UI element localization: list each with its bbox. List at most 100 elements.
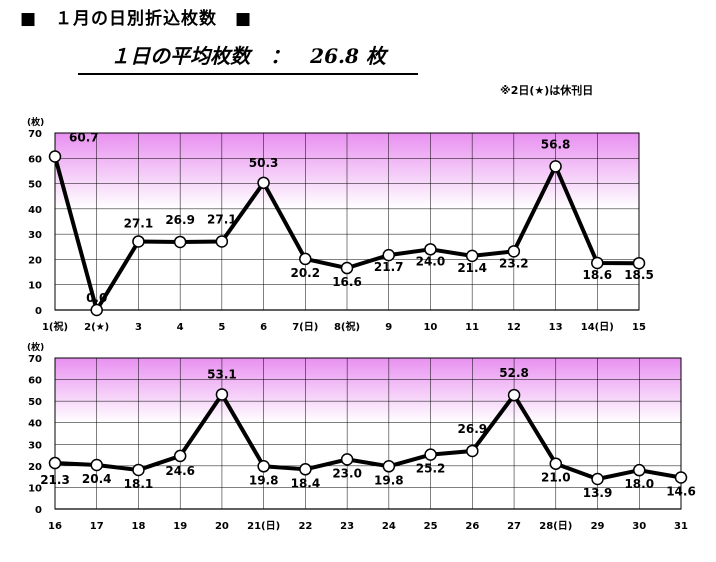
x-tick-label: 24 bbox=[382, 521, 396, 532]
data-point bbox=[632, 256, 646, 270]
x-tick-label: 4 bbox=[177, 322, 184, 333]
x-tick-label: 10 bbox=[423, 322, 437, 333]
chart-panel-1: 0 10 20 30 40 50 60 70(枚) 1(祝) 2(★) 3 4 5 6 7(日) 8(祝) 9 1… bbox=[27, 116, 654, 333]
x-tick-label: 12 bbox=[507, 322, 521, 333]
average-subtitle: １日の平均枚数 ： 26.8 枚 bbox=[78, 40, 418, 75]
data-label: 16.6 bbox=[332, 275, 362, 289]
y-tick-label: 70 bbox=[28, 354, 42, 365]
data-label: 21.0 bbox=[541, 471, 571, 485]
data-point bbox=[48, 456, 62, 470]
y-tick-label: 40 bbox=[28, 205, 42, 216]
data-label: 20.2 bbox=[290, 266, 320, 280]
data-point bbox=[507, 245, 521, 258]
x-tick-label: 13 bbox=[549, 322, 563, 333]
series-line bbox=[54, 392, 682, 482]
plot-frame bbox=[54, 132, 640, 311]
data-point bbox=[173, 235, 187, 249]
x-tick-label: 26 bbox=[465, 521, 479, 532]
y-axis-unit: (枚) bbox=[27, 116, 44, 128]
data-label: 21.7 bbox=[374, 260, 404, 274]
data-point bbox=[549, 457, 563, 470]
data-label: 50.3 bbox=[249, 156, 279, 170]
y-tick-label: 50 bbox=[28, 397, 42, 408]
y-tick-label: 20 bbox=[28, 462, 42, 473]
x-tick-label: 14(日) bbox=[581, 321, 614, 333]
x-tick-label: 19 bbox=[173, 521, 187, 532]
data-point bbox=[591, 256, 604, 270]
y-tick-label: 20 bbox=[28, 255, 42, 266]
y-tick-label: 10 bbox=[28, 281, 42, 292]
holiday-note: ※2日(★)は休刊日 bbox=[500, 84, 594, 97]
data-point bbox=[299, 463, 312, 476]
data-label: 21.3 bbox=[40, 473, 70, 487]
y-tick-label: 30 bbox=[28, 230, 42, 241]
data-label: 18.0 bbox=[624, 477, 654, 491]
y-tick-label: 40 bbox=[28, 419, 42, 430]
data-point bbox=[215, 388, 229, 401]
data-label: 19.8 bbox=[374, 473, 404, 487]
data-point bbox=[382, 248, 395, 262]
x-tick-label: 31 bbox=[674, 521, 688, 532]
data-point bbox=[633, 463, 646, 477]
x-tick-label: 2(★) bbox=[84, 322, 109, 333]
plot-band bbox=[55, 358, 681, 423]
x-tick-label: 17 bbox=[90, 521, 104, 532]
data-label: 24.6 bbox=[165, 464, 195, 478]
data-label: 26.9 bbox=[165, 213, 195, 227]
data-label: 14.6 bbox=[666, 485, 696, 499]
x-tick-label: 28(日) bbox=[539, 520, 572, 532]
y-tick-label: 70 bbox=[28, 129, 42, 140]
x-tick-label: 29 bbox=[591, 521, 605, 532]
data-label: 18.6 bbox=[582, 268, 612, 282]
data-point bbox=[465, 249, 479, 263]
data-point bbox=[48, 150, 62, 163]
chart-panel-2: 0 10 20 30 40 50 60 70(枚) 16 17 18 19 20 21(日) 22 23 24 2… bbox=[27, 341, 696, 532]
data-point bbox=[257, 460, 270, 473]
y-tick-label: 60 bbox=[28, 154, 42, 165]
x-tick-label: 23 bbox=[340, 521, 354, 532]
y-axis-unit: (枚) bbox=[27, 341, 44, 353]
y-tick-label: 50 bbox=[28, 180, 42, 191]
x-tick-label: 3 bbox=[135, 322, 142, 333]
y-tick-label: 0 bbox=[35, 306, 42, 317]
x-tick-label: 6 bbox=[260, 322, 267, 333]
data-label: 23.2 bbox=[499, 256, 529, 270]
data-label: 26.9 bbox=[458, 422, 488, 436]
data-point bbox=[340, 261, 354, 275]
data-point bbox=[424, 448, 437, 461]
data-point bbox=[466, 444, 479, 458]
data-label: 52.8 bbox=[499, 366, 529, 380]
x-tick-label: 25 bbox=[424, 521, 438, 532]
x-tick-label: 22 bbox=[298, 521, 312, 532]
data-label: 18.5 bbox=[624, 268, 654, 282]
x-tick-label: 16 bbox=[48, 521, 62, 532]
data-label: 27.1 bbox=[207, 212, 237, 226]
x-tick-label: 7(日) bbox=[292, 321, 318, 333]
data-point bbox=[90, 458, 103, 472]
data-label: 56.8 bbox=[541, 137, 571, 151]
x-tick-label: 30 bbox=[632, 521, 646, 532]
y-tick-label: 30 bbox=[28, 440, 42, 451]
data-point bbox=[132, 463, 145, 477]
x-tick-label: 1(祝) bbox=[42, 320, 68, 333]
data-label: 0.0 bbox=[86, 291, 107, 305]
data-point bbox=[674, 471, 688, 484]
data-point bbox=[424, 243, 437, 256]
data-label: 19.8 bbox=[249, 473, 279, 487]
data-label: 24.0 bbox=[416, 254, 446, 268]
data-point bbox=[507, 388, 521, 402]
data-label: 25.2 bbox=[416, 462, 446, 476]
data-label: 23.0 bbox=[332, 466, 362, 480]
x-tick-label: 15 bbox=[632, 322, 646, 333]
data-label: 20.4 bbox=[82, 472, 112, 486]
data-point bbox=[90, 303, 103, 317]
x-tick-label: 18 bbox=[132, 521, 146, 532]
data-label: 60.7 bbox=[69, 131, 99, 145]
y-tick-label: 0 bbox=[35, 505, 42, 516]
y-tick-label: 10 bbox=[28, 483, 42, 494]
x-tick-label: 20 bbox=[215, 521, 229, 532]
data-point bbox=[132, 235, 145, 248]
x-tick-label: 21(日) bbox=[247, 520, 280, 532]
data-point bbox=[340, 453, 354, 466]
data-label: 18.4 bbox=[291, 476, 321, 490]
